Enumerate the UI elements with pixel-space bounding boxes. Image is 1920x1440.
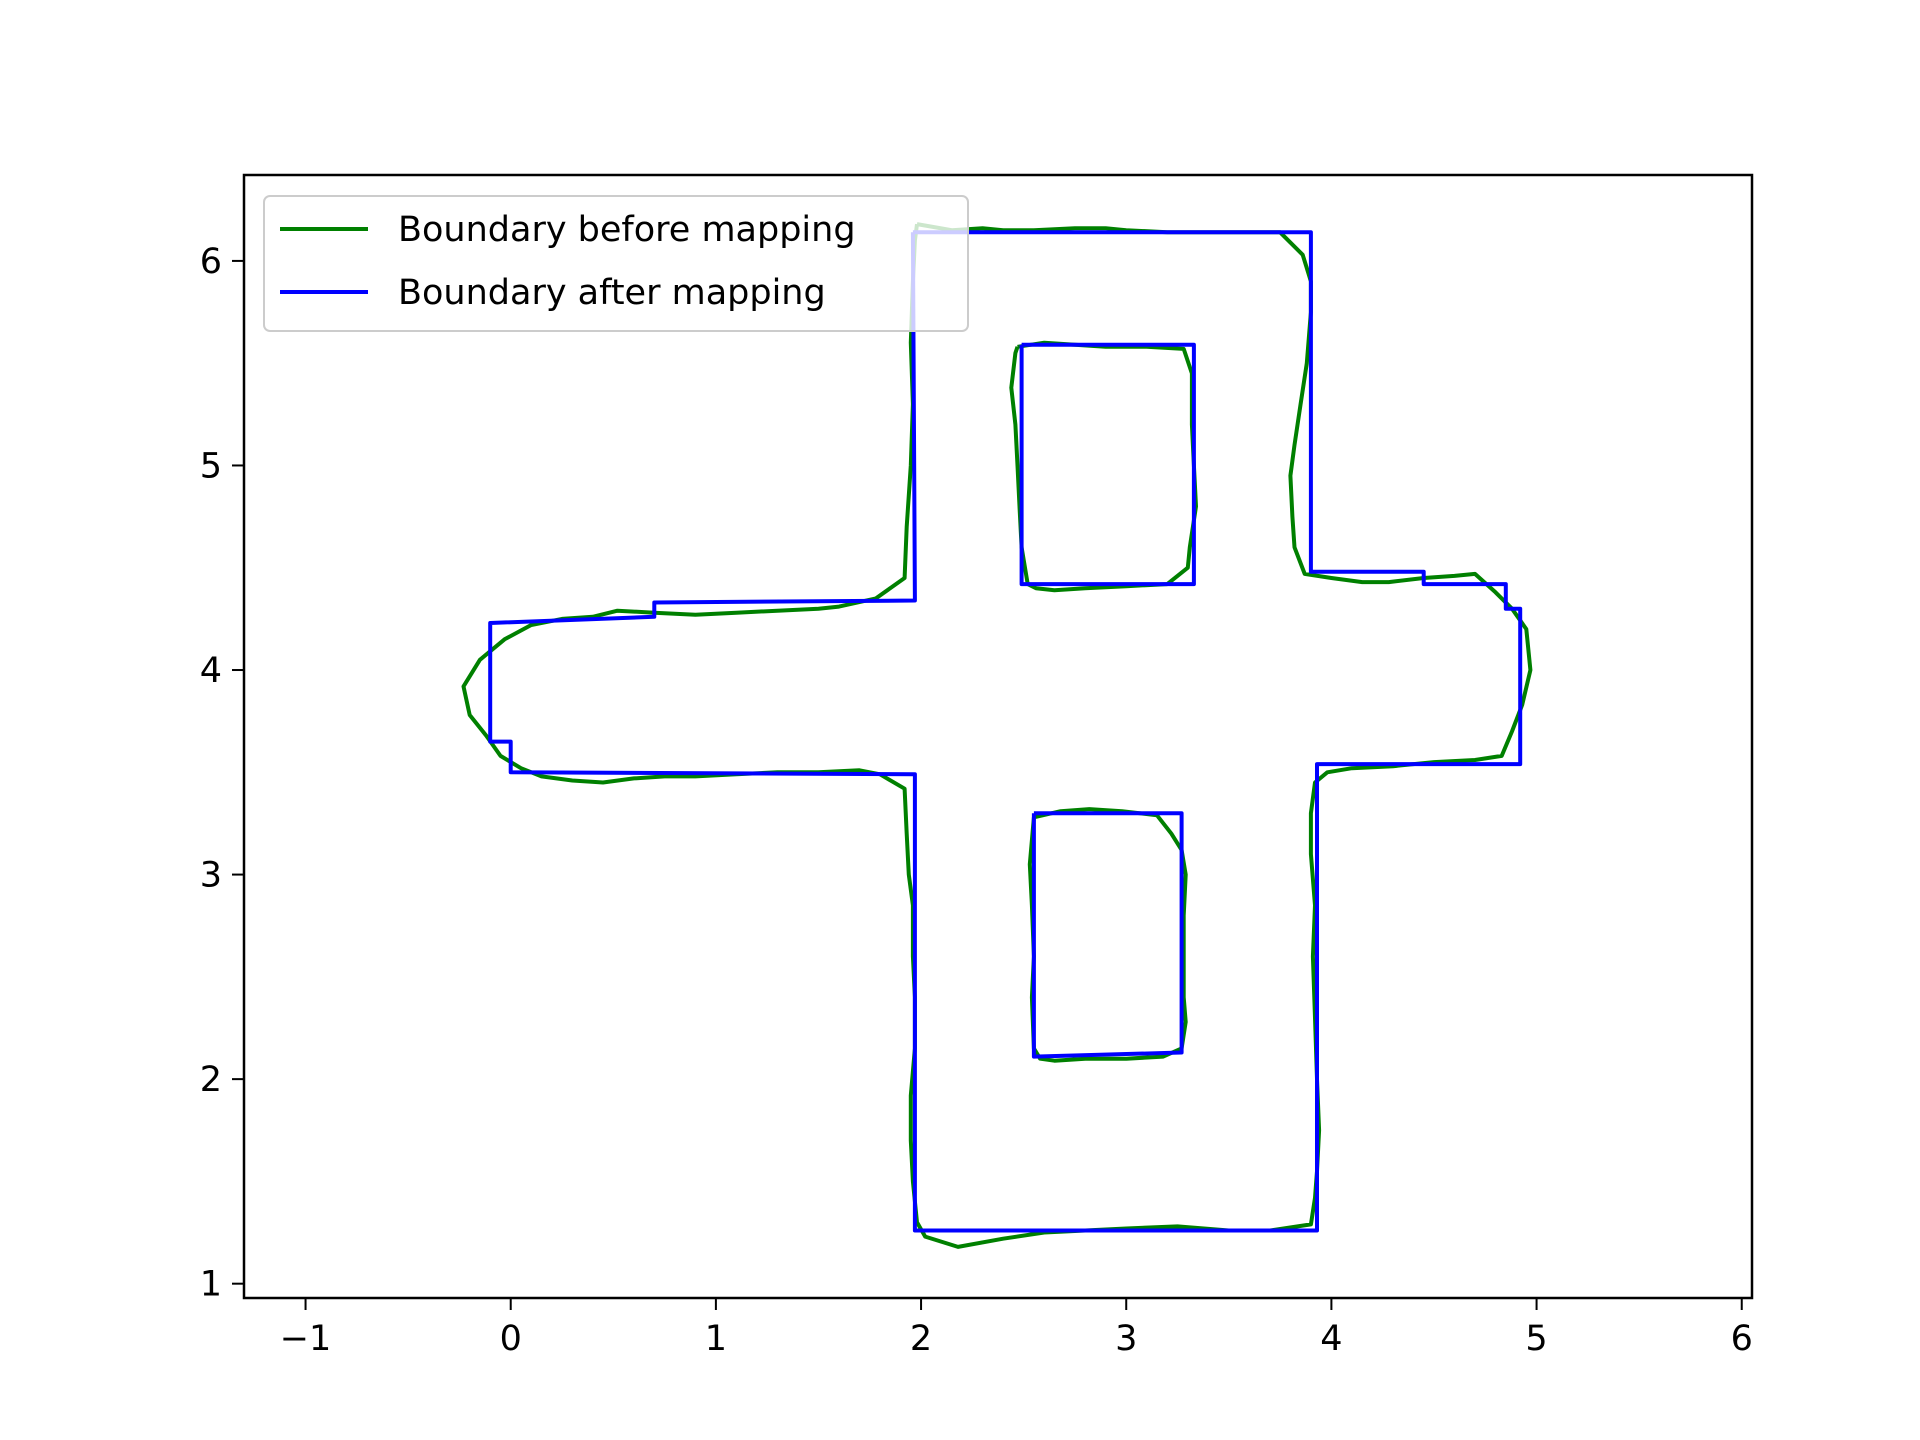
series-1-path-1: [1019, 342, 1196, 587]
legend-label-before: Boundary before mapping: [398, 210, 856, 250]
x-tick-label: 4: [1320, 1319, 1342, 1359]
y-tick-label: 1: [200, 1265, 222, 1305]
x-tick-label: 1: [705, 1319, 727, 1359]
x-axis: −1 0 1 2 3 4 5 6: [280, 1298, 1753, 1359]
legend-label-after: Boundary after mapping: [398, 273, 826, 313]
y-axis: 1 2 3 4 5 6: [200, 242, 244, 1305]
x-tick-label: 3: [1115, 1319, 1137, 1359]
x-tick-label: 2: [910, 1319, 932, 1359]
series-1-path-2: [1031, 811, 1184, 1059]
y-tick-label: 4: [200, 651, 222, 691]
y-tick-label: 3: [200, 856, 222, 896]
y-tick-label: 6: [200, 242, 222, 282]
series-0-path-0: [461, 222, 1533, 1249]
x-tick-label: 6: [1731, 1319, 1753, 1359]
legend-box: [263, 195, 969, 332]
legend: Boundary before mapping Boundary after m…: [263, 195, 969, 332]
plot-area-frame: [242, 173, 1754, 1300]
x-tick-label: 0: [500, 1319, 522, 1359]
x-tick-label: 5: [1525, 1319, 1547, 1359]
x-tick-label: −1: [280, 1319, 332, 1359]
series-1-path-0: [488, 230, 1523, 1233]
y-tick-label: 5: [200, 446, 222, 486]
series-layer: [461, 222, 1533, 1249]
y-tick-label: 2: [200, 1060, 222, 1100]
